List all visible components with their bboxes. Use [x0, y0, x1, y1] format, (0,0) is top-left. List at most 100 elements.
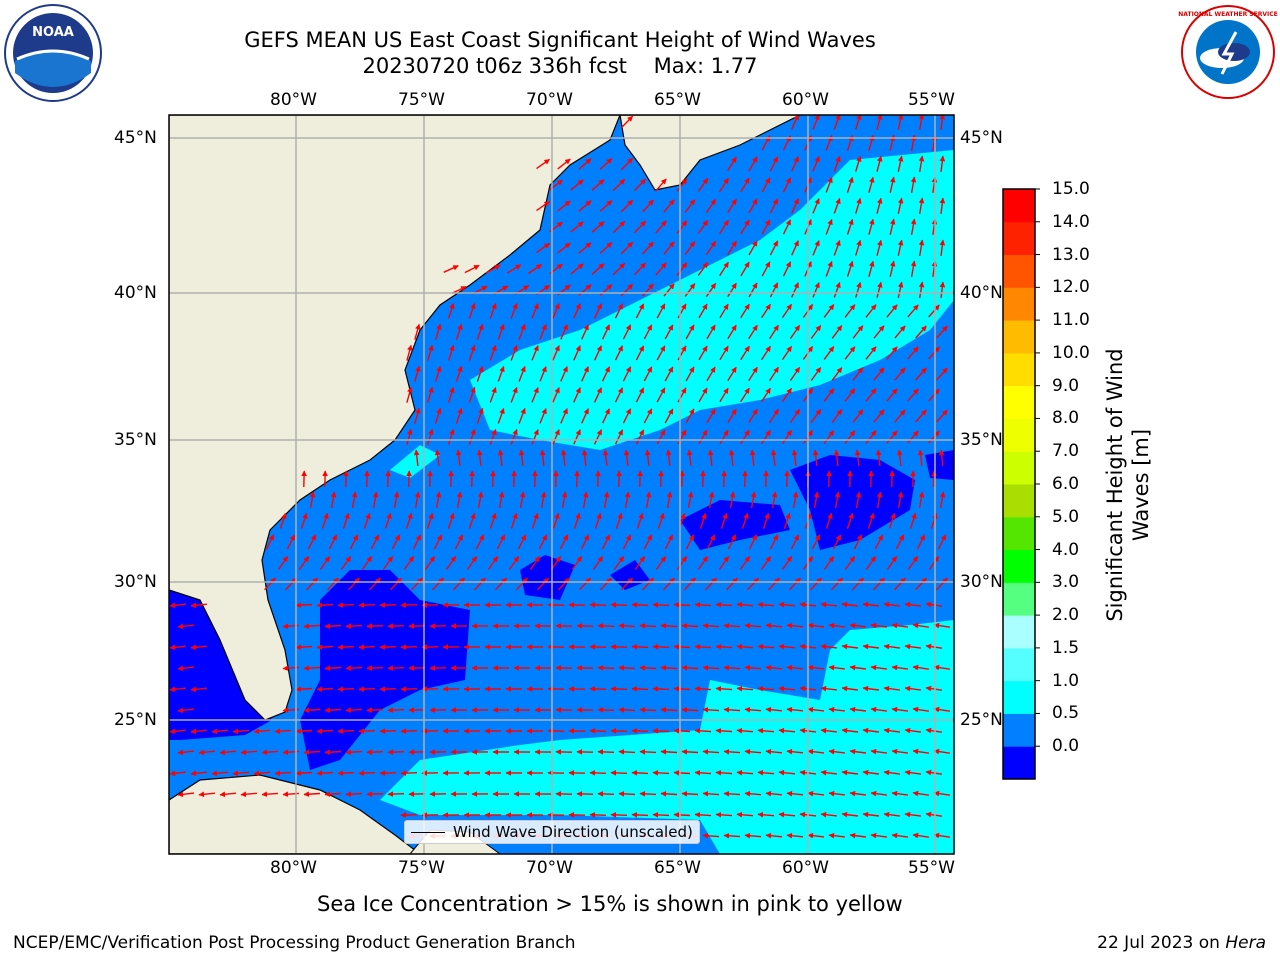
wave-arrow [765, 748, 783, 755]
wave-arrow [904, 727, 921, 734]
wave-arrow [531, 512, 539, 529]
wave-arrow [400, 644, 418, 650]
wave-arrow [366, 665, 384, 671]
wave-arrow [340, 556, 352, 570]
wave-arrow [912, 790, 930, 797]
wave-arrow [366, 707, 384, 713]
wave-arrow [744, 748, 762, 755]
wave-arrow [727, 282, 737, 298]
wave-arrow [828, 790, 845, 797]
wave-arrow [939, 281, 946, 298]
wave-arrow [345, 707, 363, 713]
wave-arrow [614, 345, 624, 361]
wave-arrow [719, 261, 729, 277]
wave-arrow [767, 577, 781, 591]
wave-arrow [769, 282, 779, 298]
branch-credit: NCEP/EMC/Verification Post Processing Pr… [13, 933, 576, 953]
wave-arrow [379, 686, 397, 692]
wave-arrow [853, 534, 863, 550]
wave-arrow [744, 664, 762, 671]
wave-arrow [917, 449, 924, 466]
wave-arrow [831, 325, 843, 339]
wave-arrow [870, 664, 887, 671]
wave-arrow [620, 199, 634, 213]
wave-arrow [601, 408, 611, 424]
wave-arrow [841, 601, 858, 608]
wave-arrow [400, 728, 418, 734]
wave-arrow [592, 556, 604, 570]
wave-arrow [757, 811, 775, 818]
wave-arrow [358, 602, 376, 608]
wave-arrow [736, 685, 754, 692]
wave-arrow [455, 449, 462, 466]
colorbar-segment [1003, 582, 1035, 616]
wave-arrow [812, 282, 820, 298]
wave-arrow [379, 602, 397, 608]
wave-arrow [886, 346, 898, 360]
wave-arrow [412, 534, 422, 550]
wave-arrow [614, 303, 624, 319]
wave-arrow [933, 748, 951, 755]
wave-arrow [681, 623, 699, 629]
wave-arrow [876, 281, 883, 298]
wave-arrow [573, 512, 581, 529]
wave-arrow [820, 769, 837, 776]
lat-label-right-30n: 30°N [960, 572, 1003, 592]
wave-arrow [610, 602, 628, 608]
wave-arrow [211, 728, 229, 735]
wave-arrow [620, 577, 634, 591]
wave-arrow [406, 428, 413, 445]
colorbar [1002, 188, 1040, 780]
wave-arrow [309, 491, 316, 509]
wave-arrow [552, 387, 560, 403]
wave-arrow [741, 512, 749, 529]
wave-arrow [571, 556, 583, 570]
colorbar-segment [1003, 352, 1035, 387]
wave-arrow [868, 260, 875, 277]
wave-arrow [792, 491, 799, 509]
wave-arrow [316, 770, 334, 776]
wave-arrow [868, 218, 875, 235]
wave-arrow [702, 622, 720, 629]
wave-arrow [198, 749, 216, 756]
lon-label-bottom-80w: 80°W [270, 858, 317, 878]
wave-arrow [539, 408, 547, 424]
wave-arrow [337, 644, 355, 650]
wave-arrow [719, 303, 729, 319]
wave-arrow [886, 304, 898, 318]
colorbar-tick-label: 6.0 [1052, 474, 1080, 494]
wave-arrow [915, 325, 927, 339]
wave-arrow [475, 534, 485, 550]
wave-arrow [366, 623, 384, 629]
wave-arrow [844, 304, 856, 318]
wave-arrow [253, 770, 271, 777]
sea-ice-note: Sea Ice Concentration > 15% is shown in … [317, 892, 903, 916]
lon-label-top-70w: 70°W [526, 90, 573, 110]
wave-arrow [705, 198, 717, 214]
wave-arrow [865, 556, 877, 570]
wave-arrow [652, 812, 670, 818]
wave-arrow [823, 430, 835, 444]
wave-arrow [872, 577, 886, 591]
wave-arrow [883, 643, 900, 650]
wave-arrow [631, 686, 649, 692]
wave-arrow [366, 749, 384, 755]
wave-arrow [531, 429, 539, 445]
wave-arrow [518, 365, 526, 382]
wave-arrow [748, 198, 758, 214]
wave-arrow [539, 324, 547, 340]
wave-arrow [253, 728, 271, 735]
wave-arrow [928, 556, 940, 570]
wave-arrow [427, 386, 434, 403]
wave-arrow [744, 832, 762, 839]
colorbar-tick-label: 10.0 [1052, 342, 1090, 363]
lon-label-top-55w: 55°W [908, 90, 955, 110]
wave-arrow [559, 534, 569, 550]
wave-arrow [697, 220, 709, 234]
wave-arrow [684, 241, 696, 255]
wave-arrow [889, 218, 896, 235]
wave-arrow [589, 728, 607, 734]
wave-arrow [424, 556, 436, 570]
wave-arrow [618, 707, 636, 713]
wave-arrow [528, 263, 543, 275]
